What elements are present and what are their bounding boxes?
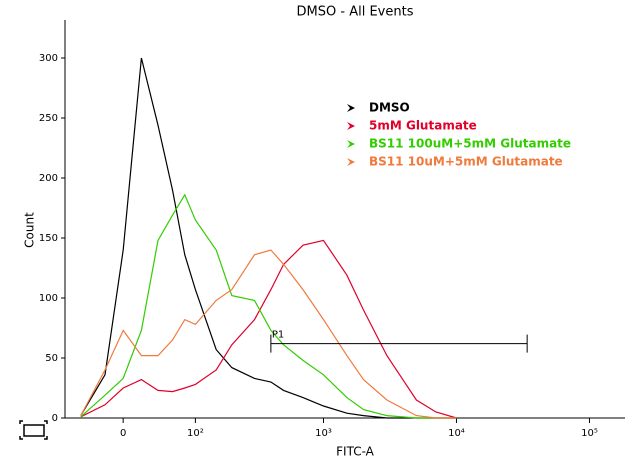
series-line [80, 249, 457, 419]
legend-label: DMSO [369, 101, 410, 115]
y-tick-label: 200 [39, 173, 58, 184]
x-tick-label: 10³ [315, 428, 332, 439]
series-line [80, 193, 457, 419]
legend-marker [347, 158, 355, 166]
x-tick-label: 10² [187, 428, 204, 439]
legend-label: 5mM Glutamate [369, 119, 477, 133]
gate-label: P1 [272, 330, 284, 341]
series-line [80, 57, 457, 419]
x-tick-label: 10⁴ [448, 428, 465, 439]
x-tick-label: 0 [120, 428, 126, 439]
y-tick-label: 300 [39, 53, 58, 64]
view-icon[interactable] [19, 420, 48, 440]
y-tick-label: 250 [39, 113, 58, 124]
legend-marker [347, 140, 355, 148]
x-tick-label: 10⁵ [581, 428, 598, 439]
y-tick-label: 100 [39, 293, 58, 304]
y-tick-label: 150 [39, 233, 58, 244]
y-tick-label: 50 [45, 353, 58, 364]
legend-label: BS11 100uM+5mM Glutamate [369, 137, 571, 151]
y-tick-label: 0 [52, 413, 58, 424]
y-axis-label: Count [23, 212, 37, 248]
legend-label: BS11 10uM+5mM Glutamate [369, 155, 563, 169]
chart-title: DMSO - All Events [297, 5, 414, 20]
legend-marker [347, 122, 355, 130]
x-axis-label: FITC-A [336, 445, 375, 459]
legend-marker [347, 104, 355, 112]
series-line [80, 239, 457, 419]
